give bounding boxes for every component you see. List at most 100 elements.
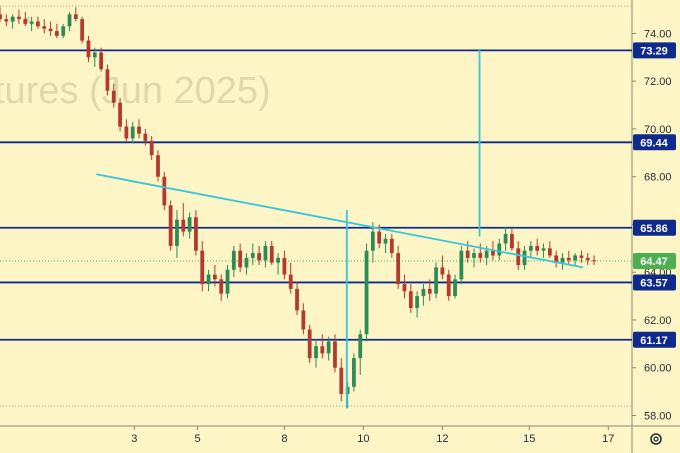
drawings (96, 50, 584, 409)
x-tick-label: 8 (281, 433, 287, 445)
level-badge (633, 274, 676, 291)
candle-body (377, 231, 382, 244)
candle-body (465, 250, 470, 258)
y-tick-label: 72.00 (644, 76, 672, 88)
candle-body (585, 257, 590, 261)
last-price-badge (633, 252, 676, 269)
candle-body (130, 126, 135, 139)
candle-body (4, 19, 9, 22)
candle-body (522, 250, 527, 266)
candle-body (516, 248, 521, 266)
candle-body (29, 21, 34, 24)
level-badge-label: 63.57 (640, 277, 668, 289)
candle-body (389, 238, 394, 254)
candle-body (263, 245, 268, 261)
candle-body (143, 133, 148, 141)
candle-body (156, 155, 160, 177)
candle-body (541, 248, 546, 251)
level-badge-label: 61.17 (640, 335, 668, 347)
candle-body (67, 14, 72, 27)
level-badge (633, 331, 676, 348)
candle-body (573, 255, 578, 261)
candle-body (547, 248, 552, 256)
candle-body (212, 274, 217, 280)
level-badge (633, 134, 676, 151)
level-badge-label: 69.44 (640, 137, 668, 149)
candle-body (200, 250, 205, 285)
candle-body (446, 274, 451, 297)
level-badge (633, 42, 676, 59)
candle-body (124, 126, 129, 139)
candle-body (0, 14, 2, 20)
candle-body (459, 250, 464, 280)
candle-body (168, 205, 173, 246)
candle-body (408, 291, 413, 309)
candle-body (415, 296, 420, 309)
candle-body (61, 26, 66, 36)
watermark-line2: tures (Jun 2025) (0, 70, 271, 112)
candle-body (137, 126, 141, 134)
candle-body (206, 274, 211, 285)
y-tick-label: 62.00 (644, 315, 672, 327)
candle-body (238, 250, 243, 268)
candle-body (92, 52, 97, 58)
candle-body (579, 255, 584, 258)
candle-body (36, 21, 40, 27)
candle-body (434, 267, 438, 294)
candle-body (48, 28, 53, 32)
candle-body (339, 367, 344, 394)
last-price-label: 64.47 (640, 256, 668, 268)
watermark-line1: … (0, 0, 36, 32)
level-badge-label: 73.29 (640, 45, 668, 57)
x-tick-label: 17 (602, 433, 614, 445)
candle-body (80, 19, 85, 41)
candle-body (149, 140, 154, 156)
candle-body (440, 267, 445, 275)
level-badge-label: 65.86 (640, 223, 668, 235)
candle-body (326, 341, 331, 354)
candle-body (187, 217, 192, 232)
candle-body (453, 279, 457, 297)
candle-body (383, 238, 388, 244)
candle-body (42, 26, 47, 29)
candle-body (23, 19, 28, 24)
candle-body (231, 250, 236, 270)
level-lines (0, 49, 632, 341)
candle-body (314, 346, 318, 359)
candle-body (17, 16, 21, 20)
candle-body (528, 245, 533, 251)
y-tick-label: 60.00 (644, 363, 672, 375)
candle-body (250, 253, 255, 258)
candle-body (99, 52, 104, 70)
y-tick-label: 58.00 (644, 410, 672, 422)
candle-body (484, 250, 489, 258)
y-tick-label: 70.00 (644, 124, 672, 136)
candle-body (181, 219, 186, 232)
candle-body (510, 233, 514, 249)
candle-body (427, 288, 432, 294)
watermark: … tures (Jun 2025) (0, 0, 271, 112)
candle-body (421, 288, 426, 297)
candle-body (370, 231, 375, 251)
candle-body (592, 260, 596, 262)
candle-body (10, 16, 15, 22)
candle-body (560, 257, 565, 263)
x-tick-label: 3 (131, 433, 137, 445)
candle-body (566, 257, 571, 261)
candle-body (105, 69, 110, 91)
candle-body (111, 90, 116, 103)
candle-body (554, 255, 559, 263)
candle-body (472, 253, 476, 258)
candle-body (219, 279, 224, 294)
y-tick-label: 74.00 (644, 28, 672, 40)
candle-body (54, 31, 59, 36)
candle-body (396, 253, 401, 285)
settings-icon[interactable] (650, 433, 662, 445)
candle-body (497, 243, 502, 256)
candle-body (364, 250, 369, 335)
x-tick-label: 5 (194, 433, 200, 445)
candle-body (86, 40, 91, 58)
